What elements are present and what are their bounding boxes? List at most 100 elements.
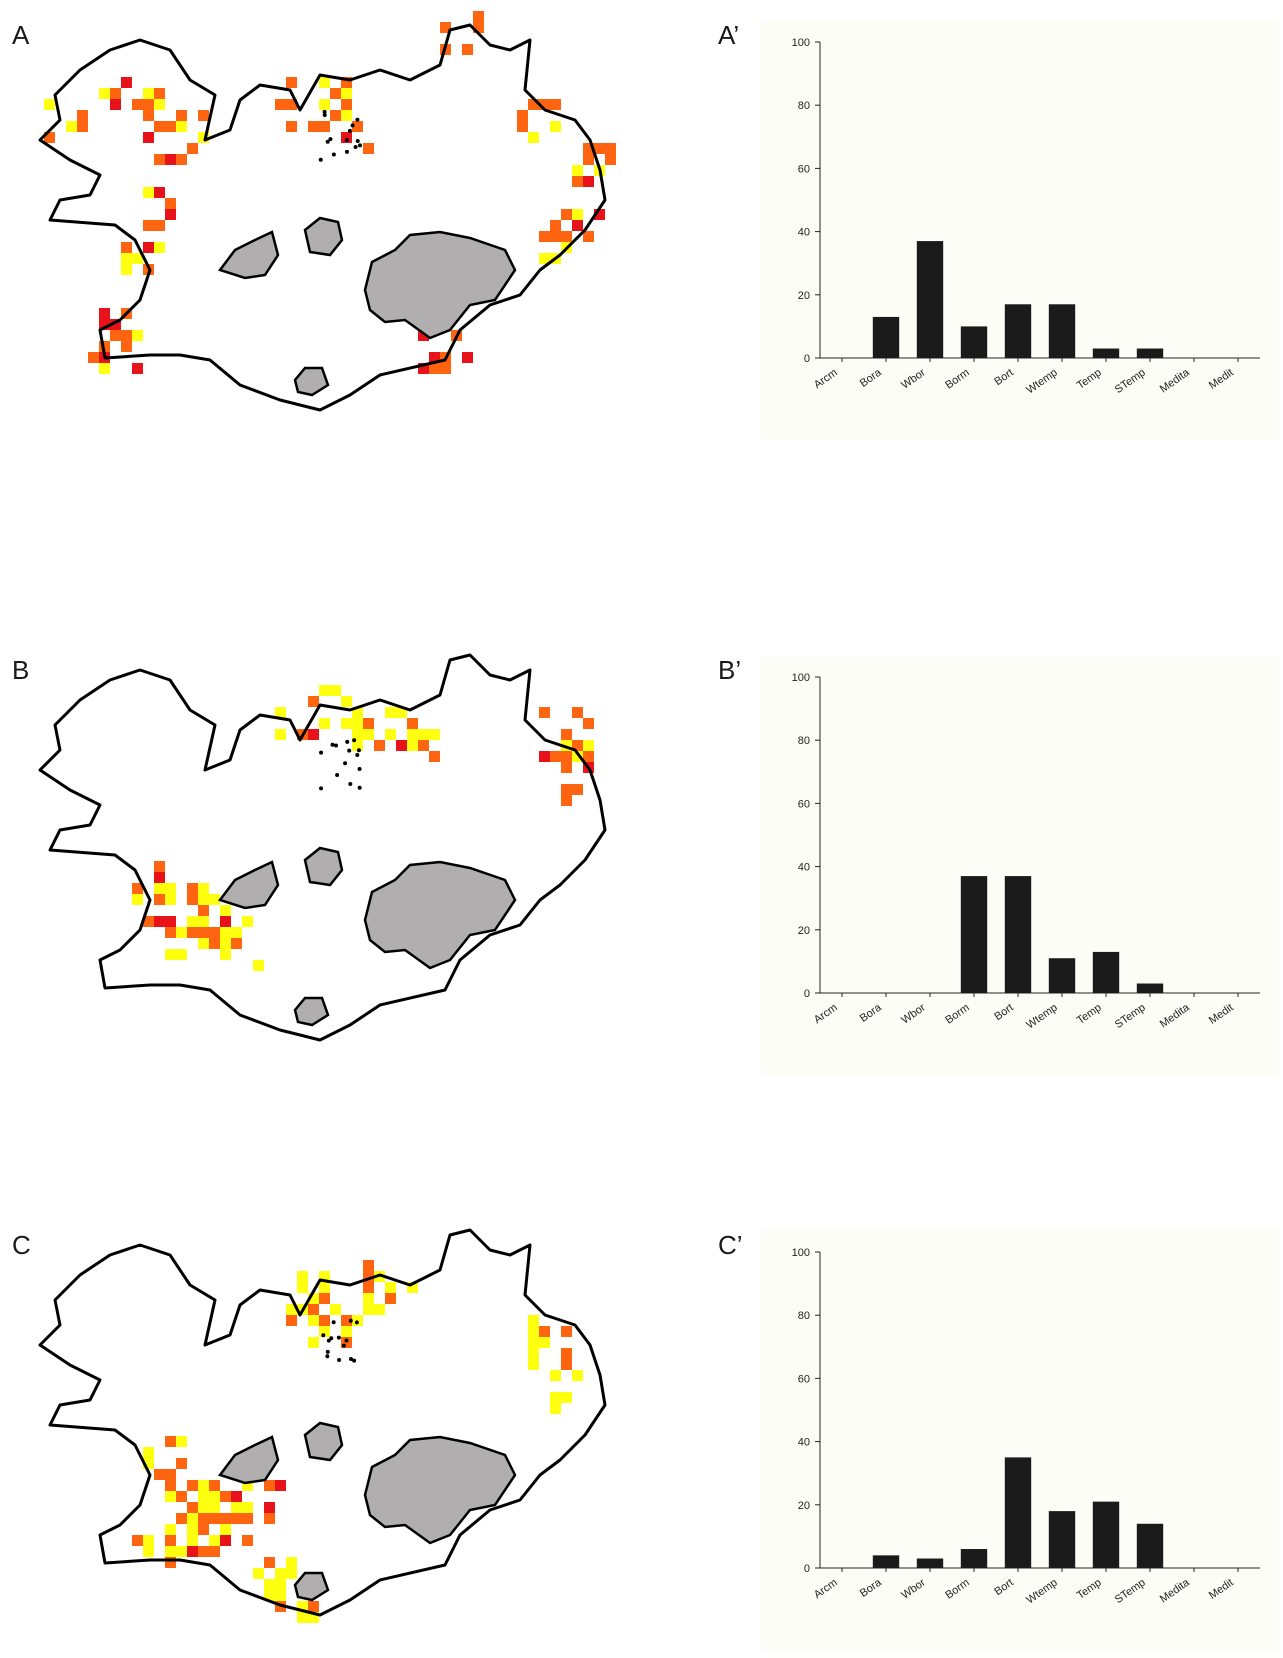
lake-dot	[355, 138, 360, 143]
occupied-cell	[319, 718, 330, 729]
occupied-cell	[132, 99, 143, 110]
occupied-cell	[429, 352, 440, 363]
lake-dot	[330, 742, 335, 747]
lake-dot	[344, 149, 349, 154]
lake-dot	[341, 1343, 346, 1348]
lake-dot	[321, 1333, 326, 1338]
occupied-cell	[220, 916, 231, 927]
occupied-cell	[341, 132, 352, 143]
occupied-cell	[429, 729, 440, 740]
x-tick-label: Bort	[992, 1577, 1015, 1598]
occupied-cell	[165, 1535, 176, 1546]
occupied-cell	[242, 1513, 253, 1524]
lake-dot	[347, 128, 352, 133]
coastline	[38, 1228, 607, 1617]
panel-label-b-prime: B’	[718, 655, 742, 685]
occupied-cell	[209, 894, 220, 905]
lake-dot	[331, 1320, 336, 1325]
occupied-cell	[374, 740, 385, 751]
occupied-cell	[231, 927, 242, 938]
bar-wtemp	[1048, 958, 1076, 993]
occupied-cell	[330, 88, 341, 99]
x-tick-label: Borm	[943, 1002, 971, 1027]
occupied-cell	[143, 110, 154, 121]
occupied-cell	[143, 220, 154, 231]
y-tick-label: 20	[798, 1500, 810, 1512]
occupied-cell	[517, 110, 528, 121]
occupied-cell	[187, 1546, 198, 1557]
occupied-cell	[341, 1315, 352, 1326]
occupied-cell	[121, 341, 132, 352]
bar-bort	[1004, 304, 1032, 358]
x-tick-label: Arcm	[812, 1002, 840, 1027]
occupied-cell	[176, 110, 187, 121]
occupied-cell	[539, 1326, 550, 1337]
occupied-cell	[220, 949, 231, 960]
x-tick-label: Bora	[858, 1001, 885, 1025]
occupied-cell	[297, 1601, 308, 1612]
glacier-shape	[293, 996, 330, 1027]
y-tick-label: 40	[798, 1437, 810, 1449]
x-tick-label: Wtemp	[1024, 1577, 1059, 1607]
occupied-cell	[561, 1348, 572, 1359]
chart-background-b	[760, 655, 1280, 1075]
occupied-cell	[605, 154, 616, 165]
x-tick-label: Temp	[1075, 1577, 1104, 1602]
occupied-cell	[187, 1502, 198, 1513]
occupied-cell	[550, 220, 561, 231]
occupied-cell	[132, 253, 143, 264]
occupied-cell	[187, 916, 198, 927]
occupied-cell	[319, 1326, 330, 1337]
bar-stemp	[1136, 1523, 1164, 1568]
occupied-cell	[550, 1403, 561, 1414]
x-tick-label: STemp	[1113, 1577, 1148, 1606]
occupied-cell	[440, 22, 451, 33]
occupied-cell	[264, 1590, 275, 1601]
occupied-cell	[539, 1337, 550, 1348]
bar-bort	[1004, 1457, 1032, 1568]
occupied-cell	[363, 1304, 374, 1315]
occupied-cell	[231, 1491, 242, 1502]
occupied-cell	[198, 905, 209, 916]
bar-chart-b-prime: 0 20 40 60 80 100 Arcm Bora Wbor Borm Bort Wtemp Tem…	[792, 672, 1260, 1032]
occupied-cell	[209, 1491, 220, 1502]
distribution-map-c	[38, 1228, 607, 1623]
occupied-cell	[242, 916, 253, 927]
occupied-cell	[99, 88, 110, 99]
lake-dot	[345, 739, 350, 744]
occupied-cell	[396, 707, 407, 718]
lake-dot	[352, 1358, 357, 1363]
occupied-cell	[561, 762, 572, 773]
occupied-cell	[418, 740, 429, 751]
occupied-cell	[176, 927, 187, 938]
occupied-cell	[154, 894, 165, 905]
lake-dot	[334, 743, 339, 748]
panel-label-a: A	[12, 20, 30, 50]
occupied-cell	[374, 1304, 385, 1315]
bar-borm	[960, 1549, 988, 1568]
occupied-cell	[66, 121, 77, 132]
glacier-shape	[217, 1435, 280, 1485]
island-outline	[38, 23, 607, 412]
occupied-cell	[561, 751, 572, 762]
glacier-shape	[303, 1421, 344, 1462]
x-tick-label: Wtemp	[1024, 1002, 1059, 1032]
occupied-cell	[352, 740, 363, 751]
island-outline	[38, 1228, 607, 1617]
occupied-cell	[198, 1480, 209, 1491]
occupied-cell	[286, 99, 297, 110]
y-tick-label: 60	[798, 1373, 810, 1385]
x-tick-label: Temp	[1075, 1002, 1104, 1027]
occupied-cell	[385, 729, 396, 740]
lake-dot	[356, 748, 361, 753]
chart-background-a	[760, 20, 1280, 440]
x-tick-label: Medita	[1158, 1001, 1193, 1030]
lake-dot	[337, 1358, 342, 1363]
occupied-cell	[143, 187, 154, 198]
x-tick-label: Borm	[943, 1577, 971, 1602]
bar-stemp	[1136, 348, 1164, 358]
glacier-shape	[217, 860, 280, 910]
occupied-cell	[297, 1282, 308, 1293]
lake-dot	[325, 139, 330, 144]
occupied-cell	[198, 916, 209, 927]
